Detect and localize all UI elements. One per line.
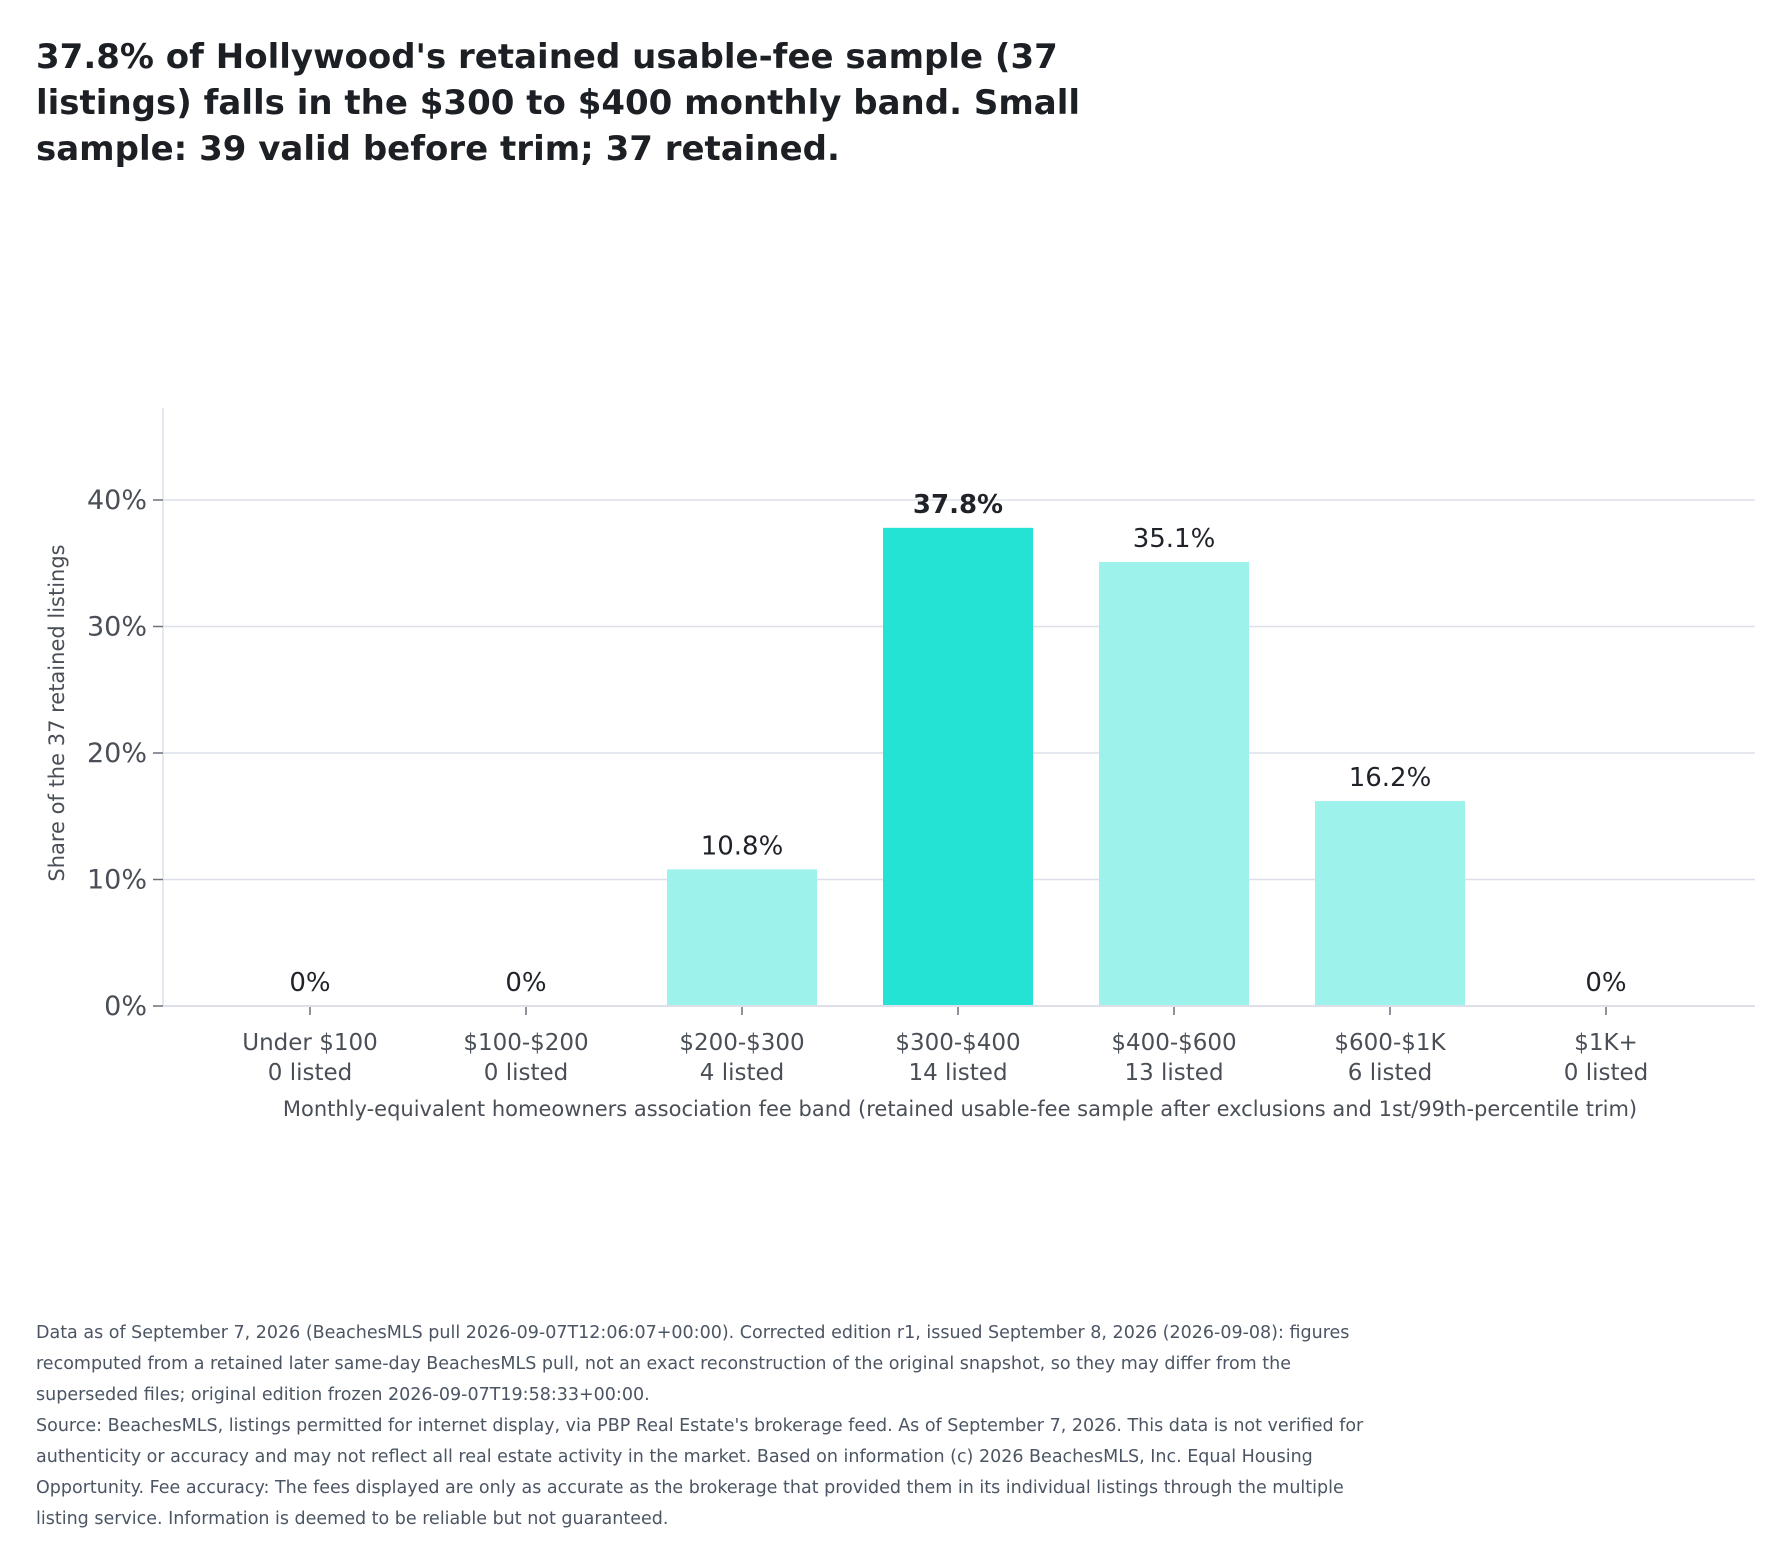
x-tick-label: $200-$300: [679, 1030, 804, 1056]
y-axis-title: Share of the 37 retained listings: [45, 544, 69, 881]
y-tick-label: 10%: [87, 865, 147, 896]
bar-layer: [667, 527, 1465, 1006]
bar-3: [883, 527, 1033, 1006]
value-label: 35.1%: [1133, 524, 1216, 554]
value-label: 0%: [505, 968, 546, 998]
data-note: Data as of September 7, 2026 (BeachesMLS…: [36, 1323, 1350, 1405]
x-count-label: 0 listed: [268, 1060, 352, 1086]
y-tick-label: 0%: [104, 991, 147, 1022]
bar-2: [667, 869, 817, 1006]
value-label: 10.8%: [701, 831, 784, 861]
label-layer: 0% Under $100 0 listed 0% $100-$200 0 listed 1…: [163, 490, 1755, 1086]
bar-4: [1099, 561, 1249, 1006]
value-label: 16.2%: [1349, 763, 1432, 793]
x-tick-label: $100-$200: [463, 1030, 588, 1056]
x-count-label: 4 listed: [700, 1060, 784, 1086]
x-axis-title: Monthly-equivalent homeowners associatio…: [283, 1097, 1637, 1121]
bar-5: [1315, 801, 1465, 1006]
x-count-label: 13 listed: [1124, 1060, 1223, 1086]
x-count-label: 6 listed: [1348, 1060, 1432, 1086]
axis-layer: 0% 10% 20% 30% 40%: [87, 408, 1607, 1022]
x-tick-label: $300-$400: [895, 1030, 1020, 1056]
value-label: 0%: [289, 968, 330, 998]
y-tick-label: 40%: [87, 485, 147, 516]
y-tick-label: 20%: [87, 738, 147, 769]
chart-headline: 37.8% of Hollywood's retained usable-fee…: [36, 37, 1081, 169]
x-tick-label: $1K+: [1574, 1030, 1638, 1056]
x-count-label: 14 listed: [908, 1060, 1007, 1086]
value-label: 37.8%: [913, 490, 1003, 520]
x-count-label: 0 listed: [484, 1060, 568, 1086]
x-tick-label: $600-$1K: [1334, 1030, 1446, 1056]
footer-notes: Data as of September 7, 2026 (BeachesMLS…: [36, 1318, 1396, 1535]
source-note: Source: BeachesMLS, listings permitted f…: [36, 1416, 1364, 1529]
value-label: 0%: [1585, 968, 1626, 998]
x-tick-label: $400-$600: [1111, 1030, 1236, 1056]
x-count-label: 0 listed: [1564, 1060, 1648, 1086]
x-tick-label: Under $100: [242, 1030, 377, 1056]
y-tick-label: 30%: [87, 612, 147, 643]
